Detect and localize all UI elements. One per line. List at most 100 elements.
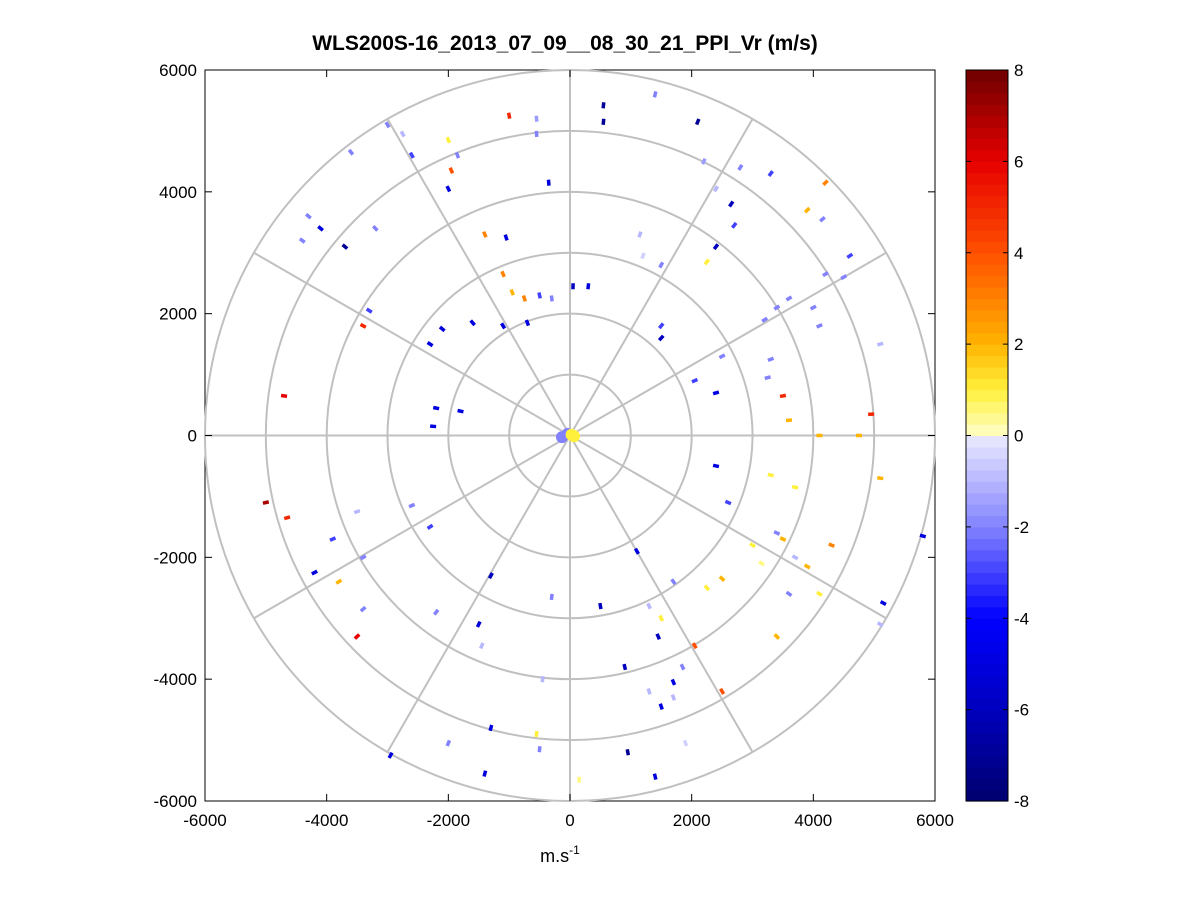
azimuth-spoke: [253, 251, 571, 437]
data-point: [482, 231, 488, 238]
colorbar-tick-label: 4: [1014, 244, 1023, 263]
data-point: [432, 608, 440, 616]
data-point: [432, 405, 440, 411]
azimuth-spoke: [386, 118, 571, 436]
colorbar-band: [966, 195, 1008, 208]
data-point: [482, 770, 488, 777]
colorbar-band: [966, 469, 1008, 482]
data-point: [670, 578, 677, 586]
colorbar-band: [966, 538, 1008, 551]
data-point: [646, 687, 652, 695]
data-point: [503, 234, 509, 241]
colorbar-band: [966, 561, 1008, 574]
y-tick-label: -4000: [154, 670, 197, 689]
data-point: [779, 393, 787, 399]
data-point: [500, 322, 507, 330]
data-point: [317, 225, 325, 232]
colorbar-band: [966, 641, 1008, 654]
colorbar-band: [966, 70, 1008, 83]
colorbar-bands: [966, 70, 1008, 802]
data-point: [682, 739, 689, 747]
data-point: [758, 560, 766, 567]
data-point: [822, 179, 829, 187]
data-point: [521, 295, 527, 302]
colorbar-band: [966, 309, 1008, 322]
data-point: [749, 542, 756, 549]
colorbar-band: [966, 355, 1008, 368]
data-point: [509, 288, 515, 296]
data-point: [335, 578, 343, 585]
data-point: [341, 243, 349, 250]
data-point: [384, 121, 391, 129]
colorbar-band: [966, 663, 1008, 676]
x-tick-label: -6000: [183, 811, 226, 830]
colorbar-band: [966, 332, 1008, 345]
data-point: [822, 270, 829, 278]
colorbar-band: [966, 435, 1008, 448]
colorbar-tick-label: 6: [1014, 152, 1023, 171]
data-point: [454, 151, 461, 159]
data-point: [262, 500, 270, 505]
data-point: [329, 536, 337, 542]
data-point: [658, 261, 665, 269]
data-point: [625, 749, 631, 756]
chart-title: WLS200S-16_2013_07_09__08_30_21_PPI_Vr (…: [312, 32, 818, 55]
colorbar-band: [966, 595, 1008, 608]
data-point: [691, 377, 699, 384]
data-points: [262, 91, 927, 783]
x-axis-label-superscript: -1: [569, 843, 580, 857]
x-tick-label: 6000: [916, 811, 954, 830]
colorbar-tick-label: 2: [1014, 335, 1023, 354]
data-point: [691, 642, 698, 650]
colorbar-band: [966, 743, 1008, 756]
colorbar-band: [966, 81, 1008, 94]
colorbar-band: [966, 515, 1008, 528]
data-point: [703, 584, 711, 592]
data-point: [712, 463, 720, 469]
data-point: [359, 605, 367, 613]
data-point: [670, 694, 677, 701]
data-point: [359, 554, 367, 561]
colorbar-band: [966, 104, 1008, 117]
colorbar-band: [966, 755, 1008, 768]
data-point: [347, 148, 355, 156]
colorbar-band: [966, 675, 1008, 688]
data-point: [633, 547, 640, 555]
data-point: [828, 542, 836, 548]
data-point: [487, 572, 494, 580]
data-point: [640, 252, 646, 260]
colorbar-band: [966, 378, 1008, 391]
colorbar-band: [966, 709, 1008, 722]
data-point: [791, 484, 799, 490]
data-point: [506, 112, 512, 119]
colorbar-band: [966, 778, 1008, 791]
data-point: [365, 307, 373, 314]
colorbar-tick-label: -2: [1014, 518, 1029, 537]
data-point: [488, 724, 494, 732]
colorbar-band: [966, 412, 1008, 425]
colorbar-band: [966, 344, 1008, 357]
data-point: [353, 508, 361, 515]
data-point: [840, 274, 848, 281]
data-point: [445, 739, 452, 747]
colorbar-band: [966, 549, 1008, 562]
data-point: [657, 322, 665, 330]
colorbar-band: [966, 138, 1008, 151]
data-point: [679, 663, 686, 671]
data-point: [475, 620, 482, 628]
data-point: [764, 375, 772, 381]
colorbar-band: [966, 161, 1008, 174]
colorbar-band: [966, 652, 1008, 665]
y-tick-label: -6000: [154, 792, 197, 811]
colorbar-band: [966, 115, 1008, 128]
data-point: [353, 633, 361, 640]
data-point: [815, 323, 823, 329]
data-point: [655, 633, 662, 640]
data-point: [779, 536, 787, 542]
data-point: [712, 390, 720, 396]
data-point: [803, 563, 811, 570]
x-tick-label: 0: [565, 811, 574, 830]
colorbar-band: [966, 572, 1008, 585]
data-point: [785, 295, 793, 302]
y-tick-label: 2000: [159, 305, 197, 324]
